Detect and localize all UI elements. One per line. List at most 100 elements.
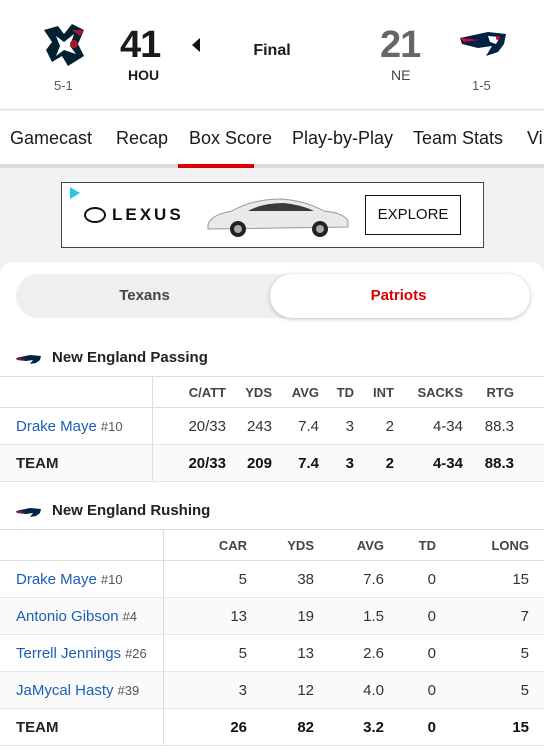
ad-choices-icon[interactable] (70, 187, 80, 199)
player-link[interactable]: JaMycal Hasty #39 (16, 682, 140, 699)
home-record: 5-1 (54, 78, 73, 93)
texans-logo-icon[interactable] (38, 22, 90, 68)
header-yds: YDS (287, 538, 314, 553)
stat-cell: 3.2 (363, 719, 384, 736)
header-td: TD (418, 538, 436, 553)
player-link[interactable]: Drake Maye #10 (16, 571, 123, 588)
winner-arrow-icon (192, 38, 200, 52)
stat-cell: 5 (520, 645, 529, 662)
home-abbr: HOU (128, 67, 160, 83)
header-td: TD (336, 385, 354, 400)
explore-button[interactable]: EXPLORE (365, 195, 461, 235)
box-score-card: Texans Patriots New England Passing C/AT… (0, 262, 544, 750)
header-yds: YDS (245, 385, 272, 400)
team-total-row: TEAM 26 82 3.2 0 15 (0, 709, 544, 746)
tab-play-by-play[interactable]: Play-by-Play (292, 128, 394, 148)
patriots-small-logo-icon (16, 355, 41, 364)
toggle-patriots[interactable]: Patriots (370, 287, 427, 304)
stat-cell: 2 (385, 418, 394, 435)
stat-cell: 15 (512, 719, 529, 736)
header-rtg: RTG (486, 385, 514, 400)
stat-cell: 7.4 (298, 418, 319, 435)
stat-cell: 5 (238, 645, 247, 662)
stat-cell: 20/33 (188, 418, 226, 435)
toggle-active-pill (270, 274, 530, 318)
game-tabs: Gamecast Recap Box Score Play-by-Play Te… (0, 111, 544, 168)
header-catt: C/ATT (188, 385, 226, 400)
stat-cell: 5 (520, 682, 529, 699)
rushing-header-row: CAR YDS AVG TD LONG (0, 529, 544, 561)
stat-cell: 38 (297, 571, 314, 588)
team-label: TEAM (16, 719, 59, 736)
stat-cell: 88.3 (484, 455, 514, 472)
header-long: LONG (491, 538, 529, 553)
table-row: Drake Maye #10 5 38 7.6 0 15 (0, 561, 544, 598)
stat-cell: 3 (238, 682, 247, 699)
stat-cell: 4.0 (363, 682, 384, 699)
lexus-ad-banner[interactable]: LEXUS EXPLORE (61, 182, 484, 248)
away-abbr: NE (391, 67, 411, 83)
stat-cell: 209 (246, 455, 272, 472)
car-image-icon (207, 198, 349, 237)
header-avg: AVG (356, 538, 384, 553)
player-link[interactable]: Drake Maye #10 (16, 418, 123, 435)
tab-team-stats[interactable]: Team Stats (413, 128, 504, 148)
stat-cell: 13 (230, 608, 247, 625)
stat-cell: 4-34 (432, 455, 463, 472)
score-header: 5-1 41 HOU Final 21 NE 1-5 (0, 0, 544, 110)
team-total-row: TEAM 20/33 209 7.4 3 2 4-34 88.3 (0, 445, 544, 482)
tab-box-score[interactable]: Box Score (189, 128, 273, 148)
tab-recap[interactable]: Recap (116, 128, 169, 148)
stat-cell: 2.6 (363, 645, 384, 662)
stat-cell: 15 (512, 571, 529, 588)
stat-cell: 88.3 (484, 418, 514, 435)
ad-brand: LEXUS (112, 205, 184, 224)
tab-gamecast[interactable]: Gamecast (10, 128, 93, 148)
away-score: 21 (380, 24, 421, 66)
stat-cell: 82 (297, 719, 314, 736)
stat-cell: 26 (230, 719, 247, 736)
stat-cell: 3 (345, 418, 354, 435)
patriots-small-logo-icon (16, 508, 41, 517)
stat-cell: 1.5 (363, 608, 384, 625)
toggle-texans[interactable]: Texans (119, 287, 170, 304)
home-score: 41 (120, 24, 161, 66)
stat-cell: 4-34 (432, 418, 463, 435)
rushing-section-title: New England Rushing (52, 502, 211, 519)
stat-cell: 7.4 (298, 455, 319, 472)
stat-cell: 7 (520, 608, 529, 625)
table-row: JaMycal Hasty #39 3 12 4.0 0 5 (0, 672, 544, 709)
stat-cell: 0 (427, 571, 436, 588)
stat-cell: 20/33 (188, 455, 226, 472)
passing-section-title: New England Passing (52, 349, 208, 366)
stat-cell: 243 (246, 418, 272, 435)
stat-cell: 2 (385, 455, 394, 472)
tab-videos[interactable]: Vi (527, 128, 543, 148)
stat-cell: 5 (238, 571, 247, 588)
team-label: TEAM (16, 455, 59, 472)
game-status: Final (253, 42, 291, 59)
header-avg: AVG (291, 385, 319, 400)
header-sacks: SACKS (417, 385, 463, 400)
away-record: 1-5 (472, 78, 491, 93)
player-link[interactable]: Antonio Gibson #4 (16, 608, 138, 625)
stat-cell: 19 (297, 608, 314, 625)
passing-header-row: C/ATT YDS AVG TD INT SACKS RTG (0, 376, 544, 408)
table-row: Terrell Jennings #26 5 13 2.6 0 5 (0, 635, 544, 672)
stat-cell: 0 (427, 719, 436, 736)
stat-cell: 7.6 (363, 571, 384, 588)
stat-cell: 3 (345, 455, 354, 472)
stat-cell: 0 (427, 608, 436, 625)
stat-cell: 13 (297, 645, 314, 662)
team-toggle: Texans Patriots (16, 274, 530, 318)
active-tab-indicator (178, 164, 254, 168)
table-row: Drake Maye #10 20/33 243 7.4 3 2 4-34 88.… (0, 408, 544, 445)
patriots-logo-icon[interactable] (458, 28, 508, 60)
header-car: CAR (218, 538, 247, 553)
header-int: INT (373, 385, 394, 400)
table-row: Antonio Gibson #4 13 19 1.5 0 7 (0, 598, 544, 635)
lexus-logo-icon (84, 207, 106, 223)
stat-cell: 12 (297, 682, 314, 699)
stat-cell: 0 (427, 682, 436, 699)
player-link[interactable]: Terrell Jennings #26 (16, 645, 147, 662)
